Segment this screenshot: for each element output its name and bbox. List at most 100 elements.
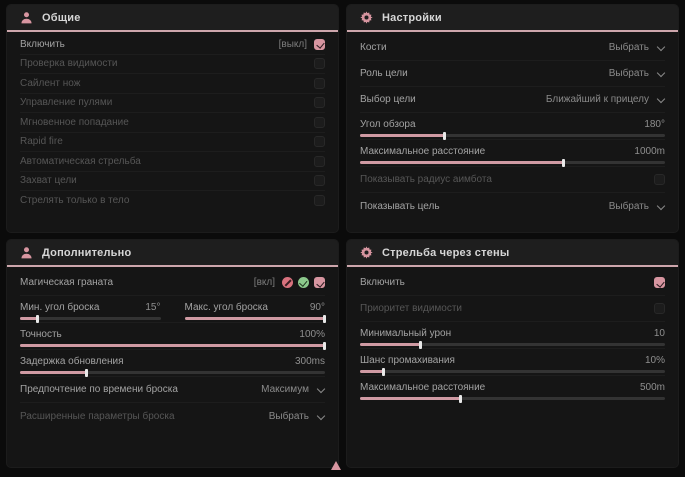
checkbox[interactable] bbox=[314, 77, 325, 89]
setting-target-role: Роль цели Выбрать bbox=[360, 61, 665, 87]
select-value: Выбрать bbox=[608, 200, 649, 212]
select-value: Ближайший к прицелу bbox=[545, 94, 649, 105]
toggle-visibility-check[interactable]: Проверка видимости bbox=[20, 55, 325, 74]
toggle-label: Проверка видимости bbox=[20, 58, 118, 70]
cursor-icon bbox=[331, 461, 341, 470]
toggle-auto-shoot[interactable]: Автоматическая стрельба bbox=[20, 152, 325, 172]
toggle-target-lock[interactable]: Захват цели bbox=[20, 172, 325, 191]
toggle-label: Сайлент нож bbox=[20, 77, 81, 89]
setting-bones: Кости Выбрать bbox=[360, 35, 665, 61]
min-throw-angle-slider[interactable] bbox=[20, 314, 161, 323]
panel-general-body: Включить [выкл] Проверка видимости Сайле… bbox=[7, 32, 338, 232]
toggle-enable[interactable]: Включить [выкл] bbox=[20, 35, 325, 55]
checkbox[interactable] bbox=[654, 303, 665, 314]
select-value: Максимум bbox=[261, 384, 309, 395]
setting-max-throw-angle: Макс. угол броска 90° bbox=[184, 296, 326, 323]
toggle-magic-grenade[interactable]: Магическая граната [вкл] bbox=[20, 270, 325, 296]
chevron-down-icon bbox=[658, 44, 665, 51]
setting-accuracy: Точность 100% bbox=[20, 323, 326, 350]
max-throw-angle-slider[interactable] bbox=[184, 314, 326, 323]
slider-label: Минимальный урон bbox=[360, 327, 452, 339]
slider-fill bbox=[20, 368, 89, 377]
slider-label: Задержка обновления bbox=[20, 355, 124, 367]
setting-show-target: Показывать цель Выбрать bbox=[360, 193, 665, 219]
slider-fill bbox=[20, 341, 326, 350]
slider-fill bbox=[360, 367, 386, 376]
slider-value: 180° bbox=[644, 118, 665, 130]
gear-icon bbox=[360, 11, 373, 24]
target-role-select[interactable]: Выбрать bbox=[609, 68, 665, 79]
slider-value: 500m bbox=[639, 381, 665, 393]
toggle-wallshoot-enable[interactable]: Включить bbox=[360, 270, 665, 296]
toggle-silent-knife[interactable]: Сайлент нож bbox=[20, 74, 325, 94]
checkbox[interactable] bbox=[314, 136, 325, 148]
toggle-body-only[interactable]: Стрелять только в тело bbox=[20, 191, 325, 211]
slider-value: 1000m bbox=[634, 145, 665, 157]
target-choice-select[interactable]: Ближайший к прицелу bbox=[546, 94, 665, 105]
toggle-label: Включить bbox=[20, 38, 65, 50]
toggle-rapid-fire[interactable]: Rapid fire bbox=[20, 133, 325, 152]
wall-max-distance-slider[interactable] bbox=[360, 394, 665, 403]
check-circle-icon[interactable] bbox=[298, 277, 309, 288]
person-icon bbox=[20, 246, 33, 259]
slider-value: 300ms bbox=[294, 355, 325, 367]
panel-settings: Настройки Кости Выбрать Роль цели Выбрат… bbox=[347, 5, 678, 232]
setting-fov: Угол обзора 180° bbox=[360, 113, 665, 140]
setting-label: Показывать цель bbox=[360, 200, 440, 212]
accuracy-slider[interactable] bbox=[20, 341, 326, 350]
setting-max-distance: Максимальное расстояние 1000m bbox=[360, 140, 665, 167]
slider-label: Максимальное расстояние bbox=[360, 145, 486, 157]
slider-fill bbox=[360, 131, 447, 140]
toggle-show-aimbot-radius[interactable]: Показывать радиус аимбота bbox=[360, 167, 665, 193]
slider-value: 15° bbox=[145, 301, 161, 313]
slider-fill bbox=[360, 340, 422, 349]
chevron-down-icon bbox=[658, 96, 665, 103]
setting-label: Кости bbox=[360, 42, 387, 53]
toggle-label: Управление пулями bbox=[20, 97, 113, 109]
throw-angle-sliders: Мин. угол броска 15° Макс. угол броска 9… bbox=[20, 296, 326, 323]
checkbox[interactable] bbox=[654, 174, 665, 185]
slider-value: 10 bbox=[653, 327, 665, 339]
setting-miss-chance: Шанс промахивания 10% bbox=[360, 349, 665, 376]
keybind-state: [выкл] bbox=[278, 38, 307, 50]
checkbox[interactable] bbox=[314, 97, 325, 109]
advanced-throw-select[interactable]: Выбрать bbox=[269, 411, 325, 422]
toggle-visibility-priority[interactable]: Приоритет видимости bbox=[360, 296, 665, 322]
max-distance-slider[interactable] bbox=[360, 158, 665, 167]
toggle-label: Приоритет видимости bbox=[360, 303, 463, 314]
setting-label: Предпочтение по времени броска bbox=[20, 384, 178, 395]
gear-icon bbox=[360, 246, 373, 259]
show-target-select[interactable]: Выбрать bbox=[609, 201, 665, 212]
fov-slider[interactable] bbox=[360, 131, 665, 140]
slider-fill bbox=[20, 314, 40, 323]
checkbox[interactable] bbox=[314, 277, 325, 288]
toggle-label: Мгновенное попадание bbox=[20, 116, 129, 128]
update-delay-slider[interactable] bbox=[20, 368, 325, 377]
checkbox[interactable] bbox=[314, 38, 325, 50]
toggle-instant-hit[interactable]: Мгновенное попадание bbox=[20, 113, 325, 133]
chevron-down-icon bbox=[318, 413, 325, 420]
toggle-bullet-control[interactable]: Управление пулями bbox=[20, 94, 325, 113]
throw-time-select[interactable]: Максимум bbox=[261, 384, 325, 395]
panel-additional-body: Магическая граната [вкл] Мин. угол броск… bbox=[7, 267, 338, 467]
checkbox[interactable] bbox=[314, 116, 325, 128]
min-damage-slider[interactable] bbox=[360, 340, 665, 349]
setting-wall-max-distance: Максимальное расстояние 500m bbox=[360, 376, 665, 403]
checkbox[interactable] bbox=[654, 277, 665, 288]
slider-value: 10% bbox=[644, 354, 665, 366]
slider-label: Макс. угол броска bbox=[184, 301, 268, 313]
checkbox[interactable] bbox=[314, 155, 325, 167]
slider-fill bbox=[184, 314, 326, 323]
checkbox[interactable] bbox=[314, 195, 325, 207]
panel-wallshoot-body: Включить Приоритет видимости Минимальный… bbox=[347, 267, 678, 467]
toggle-label: Магическая граната bbox=[20, 277, 114, 288]
bones-select[interactable]: Выбрать bbox=[609, 42, 665, 53]
person-icon bbox=[20, 11, 33, 24]
toggle-label: Автоматическая стрельба bbox=[20, 155, 141, 167]
miss-chance-slider[interactable] bbox=[360, 367, 665, 376]
checkbox[interactable] bbox=[314, 58, 325, 70]
checkbox[interactable] bbox=[314, 175, 325, 187]
slider-label: Точность bbox=[20, 328, 62, 340]
blocked-icon[interactable] bbox=[282, 277, 293, 288]
